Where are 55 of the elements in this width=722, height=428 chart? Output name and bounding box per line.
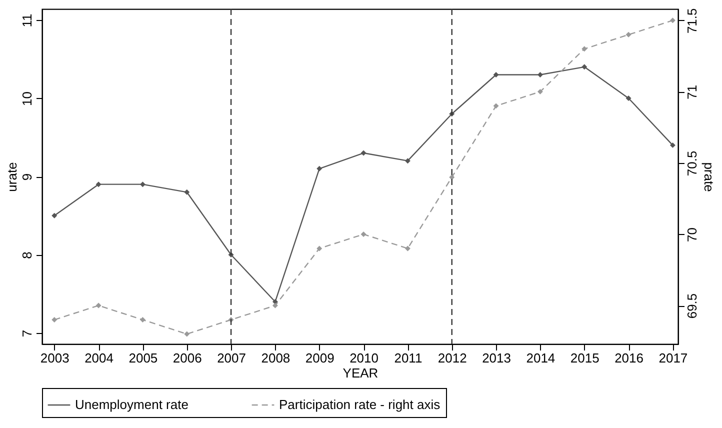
point bbox=[316, 166, 322, 172]
legend-label: Unemployment rate bbox=[75, 397, 188, 412]
x-tick-label: 2011 bbox=[394, 350, 422, 366]
x-tick-label: 2013 bbox=[482, 350, 511, 366]
x-tick-label: 2017 bbox=[658, 350, 688, 366]
x-tick-label: 2016 bbox=[614, 350, 644, 366]
y2-tick-label: 70.5 bbox=[684, 150, 700, 176]
point bbox=[184, 189, 190, 195]
x-tick-label: 2015 bbox=[570, 350, 600, 366]
x-tick-label: 2010 bbox=[350, 350, 378, 366]
y-tick-label: 7 bbox=[20, 330, 34, 338]
y2-tick-label: 71.5 bbox=[684, 8, 700, 34]
point bbox=[670, 18, 676, 24]
legend-label: Participation rate - right axis bbox=[279, 397, 441, 412]
x-tick-label: 2012 bbox=[438, 350, 467, 366]
point bbox=[493, 103, 499, 109]
x-tick-label: 2005 bbox=[128, 350, 158, 366]
point bbox=[96, 302, 102, 308]
point bbox=[626, 95, 632, 101]
x-tick-label: 2003 bbox=[40, 350, 70, 366]
y-tick-label: 8 bbox=[20, 252, 34, 259]
x-tick-label: 2009 bbox=[305, 350, 334, 366]
point bbox=[360, 231, 366, 237]
y-tick-label: 10 bbox=[20, 91, 34, 106]
x-tick-label: 2006 bbox=[172, 350, 202, 366]
y-tick-label: 11 bbox=[20, 14, 34, 28]
y-axis-title: urate bbox=[4, 162, 20, 192]
point bbox=[184, 331, 190, 337]
point bbox=[493, 72, 499, 78]
point bbox=[582, 46, 588, 52]
point bbox=[404, 158, 410, 164]
point bbox=[140, 182, 146, 188]
x-tick-label: 2014 bbox=[526, 350, 556, 366]
point bbox=[537, 72, 543, 78]
point bbox=[272, 302, 278, 308]
y-tick-label: 9 bbox=[20, 173, 34, 181]
point bbox=[96, 182, 102, 188]
x-tick-label: 2007 bbox=[217, 350, 246, 366]
y2-tick-label: 69.5 bbox=[684, 293, 700, 319]
point bbox=[52, 212, 58, 218]
point bbox=[537, 88, 543, 94]
point bbox=[582, 64, 588, 70]
point bbox=[316, 246, 322, 252]
point bbox=[360, 150, 366, 156]
point bbox=[626, 32, 632, 38]
y2-axis-title: prate bbox=[702, 162, 716, 192]
y2-tick-label: 71 bbox=[684, 84, 700, 100]
x-tick-label: 2004 bbox=[84, 350, 114, 366]
point bbox=[52, 317, 58, 323]
y2-tick-label: 70 bbox=[684, 228, 700, 242]
x-axis-title: YEAR bbox=[342, 366, 378, 380]
point bbox=[670, 142, 676, 148]
x-tick-label: 2008 bbox=[261, 350, 290, 366]
point bbox=[140, 317, 146, 323]
point bbox=[404, 246, 410, 252]
